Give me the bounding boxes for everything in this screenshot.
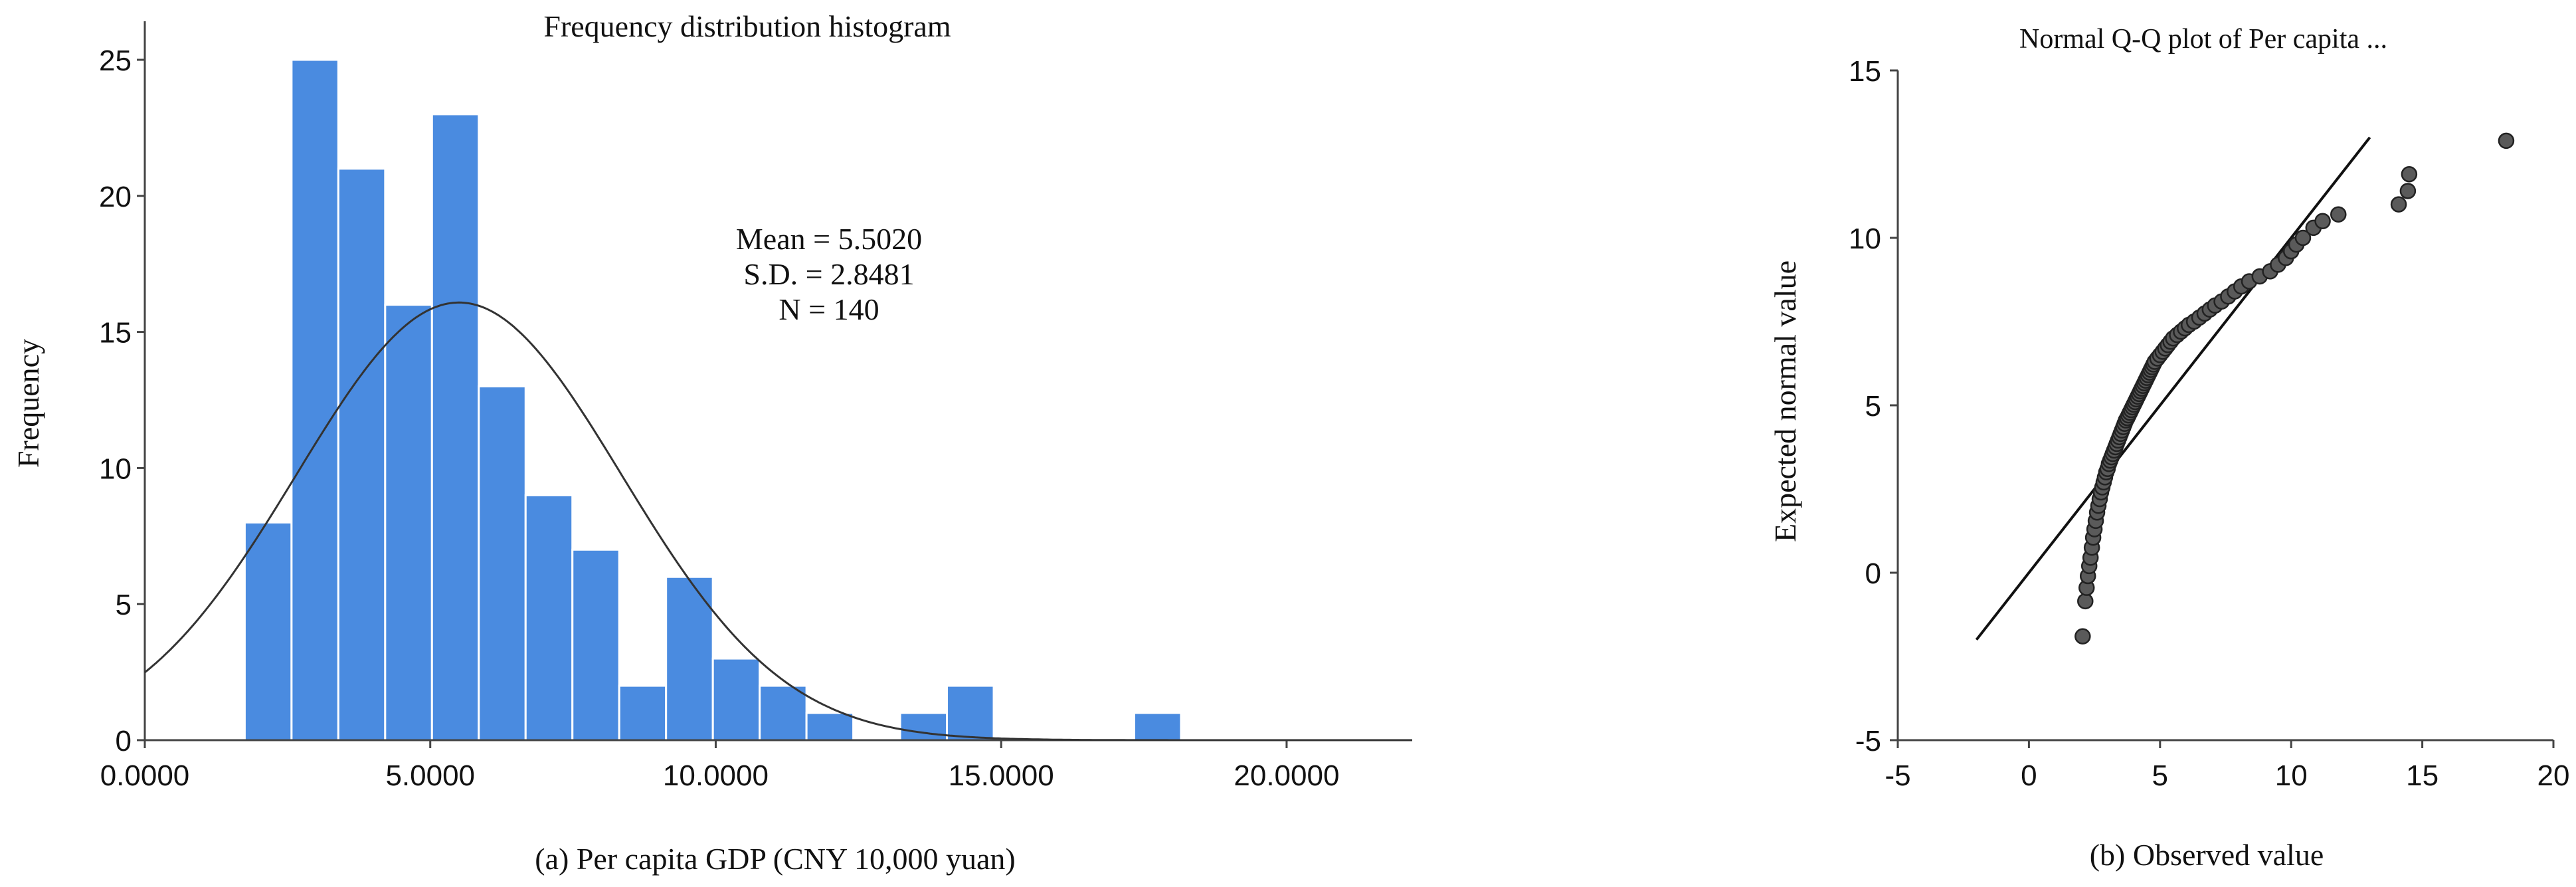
histogram-bar — [711, 657, 761, 741]
histogram-bar — [805, 712, 855, 741]
histogram-bar — [430, 113, 480, 741]
qq-plot-y-tick-label: 0 — [1865, 557, 1881, 590]
qq-plot-y-tick-label: -5 — [1855, 725, 1881, 757]
histogram-chart: Frequency distribution histogram Frequen… — [11, 9, 1412, 876]
histogram-ticks: 0.0000 5.0000 10.0000 15.0000 20.0000 0 5 10 15 2… — [99, 45, 1339, 792]
histogram-bars — [243, 58, 1182, 741]
qq-plot-x-tick-label: 15 — [2406, 759, 2438, 792]
qq-plot-point — [2399, 183, 2417, 199]
histogram-statistics-annotation: Mean = 5.5020 S.D. = 2.8481 N = 140 — [736, 222, 922, 326]
qq-plot-x-tick-label: 5 — [2152, 759, 2168, 792]
histogram-bar — [899, 712, 949, 741]
histogram-y-tick-label: 5 — [116, 589, 132, 621]
qq-plot-y-tick-label: 15 — [1849, 55, 1881, 88]
histogram-bar — [571, 548, 620, 741]
histogram-bar — [290, 58, 339, 741]
histogram-title: Frequency distribution histogram — [543, 9, 951, 43]
qq-reference-line — [1975, 136, 2371, 641]
histogram-bar — [946, 684, 995, 741]
histogram-bar — [1133, 712, 1182, 741]
histogram-bar — [478, 385, 527, 741]
qq-plot-reference-line — [1975, 136, 2371, 641]
qq-plot-point — [2314, 213, 2331, 230]
histogram-y-tick-label: 0 — [116, 725, 132, 757]
histogram-y-tick-label: 15 — [99, 317, 132, 349]
qq-plot-x-tick-label: -5 — [1885, 759, 1910, 792]
qq-plot-y-tick-label: 5 — [1865, 390, 1881, 423]
histogram-y-tick-label: 20 — [99, 181, 132, 213]
histogram-normal-curve — [144, 301, 1412, 741]
annotation-sd: S.D. = 2.8481 — [743, 257, 914, 291]
histogram-x-tick-label: 10.0000 — [663, 759, 769, 792]
normal-curve-line — [144, 301, 1412, 741]
qq-plot-axes — [1896, 70, 2553, 741]
histogram-x-tick-label: 20.0000 — [1234, 759, 1339, 792]
histogram-x-tick-label: 0.0000 — [100, 759, 190, 792]
qq-plot-point — [2401, 165, 2418, 183]
histogram-x-axis-label: (a) Per capita GDP (CNY 10,000 yuan) — [535, 842, 1015, 876]
qq-plot-point — [2330, 206, 2347, 223]
qq-plot-y-axis-label: Expected normal value — [1768, 260, 1802, 542]
qq-plot-x-tick-label: 20 — [2537, 759, 2570, 792]
histogram-bar — [665, 575, 714, 741]
histogram-y-tick-label: 10 — [99, 452, 132, 485]
annotation-mean: Mean = 5.5020 — [736, 222, 922, 256]
histogram-bar — [243, 521, 293, 741]
annotation-n: N = 140 — [779, 292, 879, 326]
qq-plot-chart: Normal Q-Q plot of Per capita ... Expect… — [1768, 24, 2569, 872]
qq-plot-ticks: -5 0 5 10 15 20 -5 0 5 10 15 — [1849, 55, 2569, 792]
qq-plot-x-tick-label: 0 — [2021, 759, 2037, 792]
histogram-x-tick-label: 15.0000 — [949, 759, 1054, 792]
qq-plot-y-tick-label: 10 — [1849, 223, 1881, 255]
qq-plot-point — [2294, 229, 2312, 246]
histogram-bar — [337, 167, 387, 741]
qq-plot-points — [2074, 132, 2515, 645]
qq-plot-x-axis-label: (b) Observed value — [2090, 838, 2324, 872]
qq-plot-title: Normal Q-Q plot of Per capita ... — [2019, 24, 2387, 54]
histogram-bar — [384, 304, 433, 741]
qq-plot-point — [2390, 196, 2407, 213]
histogram-y-tick-label: 25 — [99, 45, 132, 77]
histogram-bar — [524, 494, 574, 741]
qq-plot-point — [2498, 132, 2515, 149]
histogram-x-tick-label: 5.0000 — [385, 759, 475, 792]
histogram-bar — [759, 684, 808, 741]
histogram-y-axis-label: Frequency — [11, 339, 45, 468]
histogram-bar — [618, 684, 668, 741]
qq-plot-point — [2077, 593, 2094, 610]
qq-plot-point — [2074, 628, 2091, 645]
qq-plot-x-tick-label: 10 — [2275, 759, 2308, 792]
